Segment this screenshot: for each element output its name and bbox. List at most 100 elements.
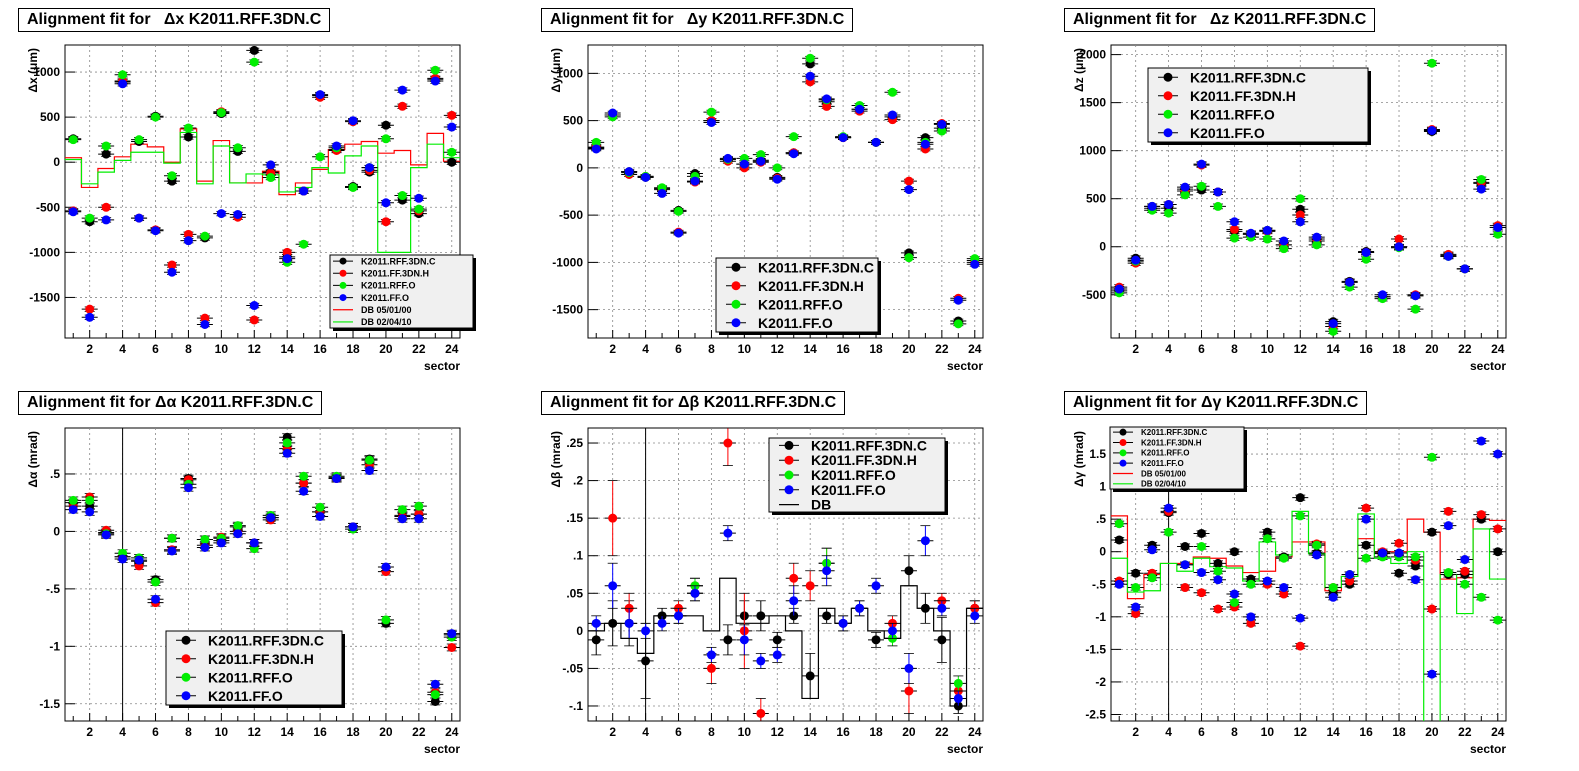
legend-marker	[1119, 449, 1127, 457]
y-tick-label: 2000	[1079, 48, 1106, 62]
data-point	[1328, 326, 1338, 336]
y-tick-label: 1500	[1079, 96, 1106, 110]
data-point	[249, 315, 259, 325]
data-point	[706, 107, 716, 117]
data-point	[608, 618, 618, 628]
y-tick-label: -.05	[562, 661, 583, 675]
data-point	[624, 167, 634, 177]
data-point	[151, 226, 161, 236]
data-point	[414, 501, 424, 511]
data-point	[1427, 604, 1437, 614]
data-point	[1262, 225, 1272, 235]
title-var: Δy	[686, 11, 708, 28]
chart-title: Alignment fit for Δα K2011.RFF.3DN.C	[18, 391, 323, 415]
data-point	[101, 530, 111, 540]
data-point	[1164, 199, 1174, 209]
data-point	[756, 156, 766, 166]
data-point	[167, 171, 177, 181]
legend-marker	[731, 262, 741, 272]
data-point	[1394, 568, 1404, 578]
y-tick-label: .5	[50, 467, 60, 481]
x-axis-label: sector	[947, 359, 983, 373]
x-tick-label: 24	[1491, 342, 1505, 356]
data-point	[447, 157, 457, 167]
data-point	[1295, 194, 1305, 204]
x-tick-label: 6	[1198, 725, 1205, 739]
data-point	[1361, 514, 1371, 524]
data-point	[1279, 553, 1289, 563]
data-point	[1229, 547, 1239, 557]
data-point	[937, 635, 947, 645]
data-point	[1114, 579, 1124, 589]
data-point	[151, 577, 161, 587]
data-point	[397, 101, 407, 111]
data-point	[1279, 583, 1289, 593]
x-tick-label: 22	[935, 725, 949, 739]
data-point	[1312, 240, 1322, 250]
x-tick-label: 4	[642, 725, 649, 739]
data-point	[1394, 234, 1404, 244]
legend-label: K2011.FF.O	[361, 293, 409, 303]
x-tick-label: 12	[248, 725, 262, 739]
x-tick-label: 24	[1491, 725, 1505, 739]
data-point	[85, 507, 95, 517]
x-tick-label: 18	[1392, 342, 1406, 356]
x-tick-label: 8	[185, 342, 192, 356]
data-point	[1229, 589, 1239, 599]
data-point	[1114, 519, 1124, 529]
data-point	[1197, 159, 1207, 169]
data-point	[249, 538, 259, 548]
data-point	[1476, 174, 1486, 184]
data-point	[1460, 555, 1470, 565]
data-point	[904, 185, 914, 195]
data-point	[1295, 210, 1305, 220]
data-point	[1213, 566, 1223, 576]
x-tick-label: 16	[313, 342, 327, 356]
data-point	[953, 319, 963, 329]
title-var: Δx	[163, 11, 185, 28]
x-tick-label: 2	[86, 342, 93, 356]
legend-label: K2011.FF.O	[1141, 459, 1184, 468]
data-point	[1410, 552, 1420, 562]
data-point	[315, 152, 325, 162]
data-point	[871, 581, 881, 591]
y-tick-label: -.5	[1092, 577, 1106, 591]
legend-label: K2011.RFF.3DN.C	[361, 256, 436, 266]
data-point	[1493, 229, 1503, 239]
y-tick-label: -500	[36, 200, 60, 214]
x-axis-label: sector	[424, 359, 460, 373]
data-point	[1164, 208, 1174, 218]
data-point	[85, 312, 95, 322]
title-prefix: Alignment fit for	[1073, 394, 1197, 411]
data-point	[1197, 542, 1207, 552]
y-tick-label: 500	[40, 110, 60, 124]
y-tick-label: 500	[563, 114, 583, 128]
data-point	[315, 90, 325, 100]
legend-box	[1109, 426, 1245, 490]
x-tick-label: 16	[836, 342, 850, 356]
x-tick-label: 6	[675, 725, 682, 739]
x-tick-label: 22	[935, 342, 949, 356]
data-point	[1197, 568, 1207, 578]
data-point	[1295, 493, 1305, 503]
data-point	[364, 466, 374, 476]
data-point	[953, 295, 963, 305]
data-point	[772, 635, 782, 645]
data-point	[381, 615, 391, 625]
data-point	[1493, 615, 1503, 625]
y-tick-label: 0	[576, 161, 583, 175]
data-point	[608, 581, 618, 591]
x-axis-label: sector	[424, 742, 460, 756]
y-tick-label: 1.5	[1089, 447, 1106, 461]
data-point	[904, 686, 914, 696]
data-point	[706, 650, 716, 660]
y-tick-label: .1	[573, 549, 583, 563]
data-point	[1147, 545, 1157, 555]
data-point	[674, 611, 684, 621]
data-point	[118, 79, 128, 89]
data-point	[920, 536, 930, 546]
data-point	[756, 708, 766, 718]
data-point	[101, 202, 111, 212]
data-point	[805, 671, 815, 681]
data-point	[1427, 452, 1437, 462]
